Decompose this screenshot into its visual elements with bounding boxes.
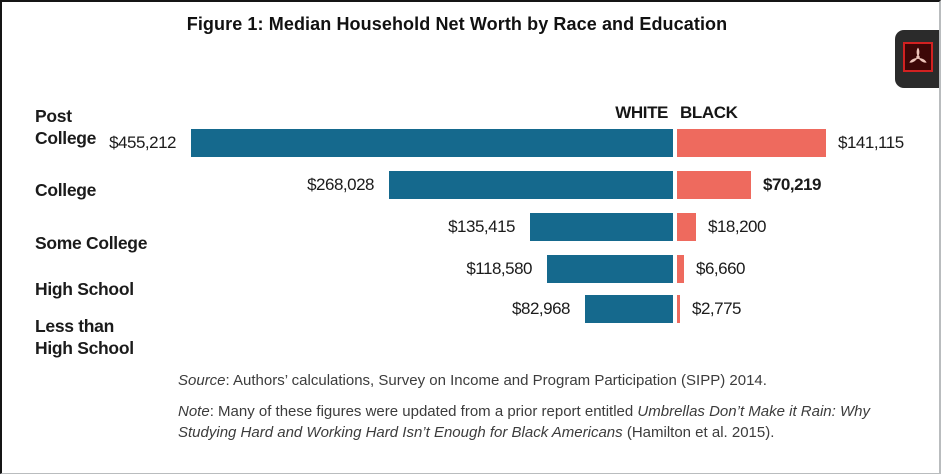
source-text: : Authors’ calculations, Survey on Incom… (225, 372, 767, 389)
bar-black (677, 213, 696, 241)
note-block: Note: Many of these figures were updated… (178, 402, 892, 443)
note-report-title: Umbrellas Don’t Make it Rain: Why Studyi… (178, 403, 870, 441)
bar-white (389, 171, 673, 199)
bar-black (677, 255, 684, 283)
category-label: Some College (35, 233, 148, 253)
category-label: Less than High School (35, 316, 134, 358)
value-label-black: $2,775 (692, 299, 742, 318)
adobe-pdf-icon (903, 42, 933, 72)
value-label-white: $135,415 (448, 217, 515, 236)
value-label-black: $141,115 (838, 133, 904, 152)
bar-white (191, 129, 673, 157)
note-text-1: : Many of these figures were updated fro… (209, 403, 638, 420)
bar-black (677, 295, 680, 323)
bar-white (547, 255, 673, 283)
category-label: Post College (35, 106, 97, 148)
note-label: Note (178, 403, 210, 420)
category-label: College (35, 180, 97, 200)
source-line: Source: Authors’ calculations, Survey on… (178, 371, 908, 391)
bar-black (677, 171, 751, 199)
value-label-black: $70,219 (763, 175, 821, 194)
bar-white (530, 213, 673, 241)
category-label: High School (35, 279, 134, 299)
bar-black (677, 129, 826, 157)
legend-label-black: BLACK (680, 103, 738, 122)
legend-label-white: WHITE (615, 103, 668, 122)
note-text-2: (Hamilton et al. 2015). (622, 423, 775, 441)
value-label-black: $18,200 (708, 217, 766, 236)
figure-title: Figure 1: Median Household Net Worth by … (186, 14, 728, 34)
bar-white (585, 295, 673, 323)
value-label-black: $6,660 (696, 259, 746, 278)
value-label-white: $118,580 (466, 259, 532, 278)
value-label-white: $268,028 (307, 175, 374, 194)
pdf-download-button[interactable] (895, 30, 939, 88)
source-label: Source (178, 372, 226, 389)
value-label-white: $455,212 (109, 133, 176, 152)
value-label-white: $82,968 (512, 299, 570, 318)
